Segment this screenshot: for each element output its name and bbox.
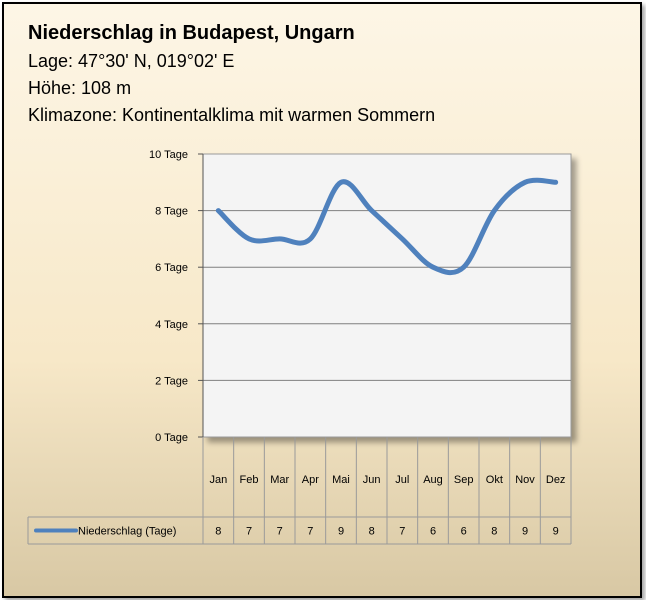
table-value-cell: 9 [522,526,528,538]
location-line: Lage: 47°30' N, 019°02' E [28,51,235,71]
y-tick-label: 2 Tage [155,375,188,387]
y-tick-label: 4 Tage [155,319,188,331]
table-value-cell: 6 [430,526,436,538]
table-value-cell: 7 [307,526,313,538]
table-value-cell: 7 [277,526,283,538]
y-tick-label: 6 Tage [155,262,188,274]
y-tick-label: 8 Tage [155,206,188,218]
table-value-cell: 8 [491,526,497,538]
table-value-cell: 9 [553,526,559,538]
x-tick-label: Jun [363,474,381,486]
plot-area [202,153,572,438]
x-tick-label: Nov [515,474,535,486]
table-value-cell: 7 [246,526,252,538]
y-tick-label: 10 Tage [149,149,188,161]
table-value-cell: 9 [338,526,344,538]
x-tick-label: Sep [454,474,474,486]
x-tick-label: Dez [546,474,566,486]
table-value-cell: 8 [215,526,221,538]
x-tick-label: Jul [395,474,409,486]
x-tick-label: Feb [240,474,259,486]
table-value-cell: 6 [461,526,467,538]
x-tick-label: Okt [486,474,503,486]
climate-zone-line: Klimazone: Kontinentalklima mit warmen S… [28,105,436,125]
x-tick-label: Apr [302,474,319,486]
table-value-cell: 7 [399,526,405,538]
chart-title: Niederschlag in Budapest, Ungarn [28,22,355,44]
table-value-cell: 8 [369,526,375,538]
x-tick-label: Aug [423,474,443,486]
legend-label: Niederschlag (Tage) [78,526,176,538]
series-line-niederschlag [215,177,559,276]
x-tick-label: Jan [209,474,227,486]
x-tick-label: Mai [332,474,350,486]
y-tick-label: 0 Tage [155,432,188,444]
altitude-line: Höhe: 108 m [28,78,132,98]
x-tick-label: Mar [270,474,289,486]
